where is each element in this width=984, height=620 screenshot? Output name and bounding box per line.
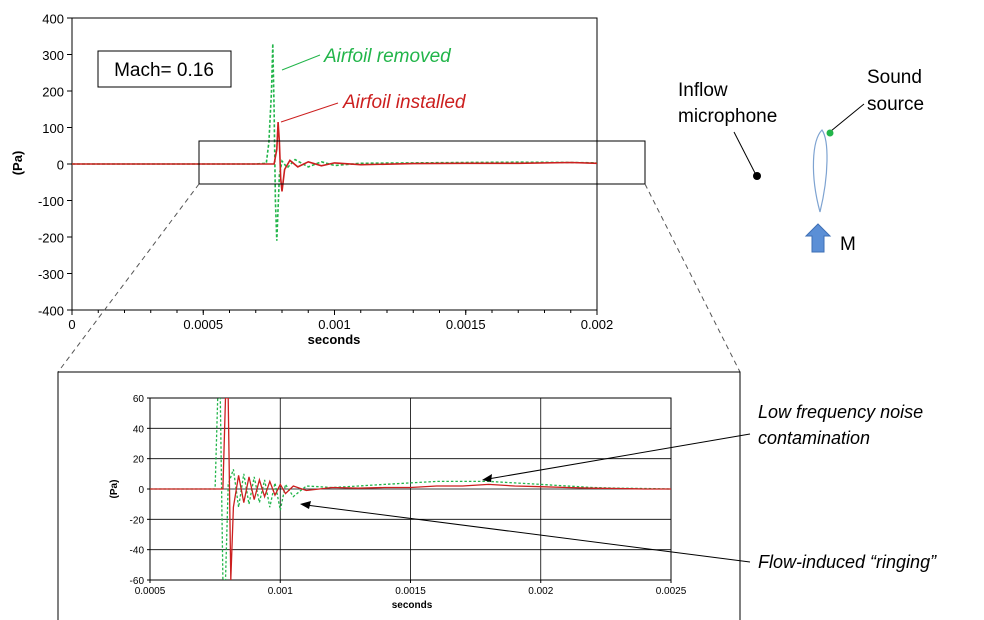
top-y-tick-label: 100 [42,121,64,136]
low-freq-arrow [487,433,751,480]
mach-label: Mach= 0.16 [114,60,214,81]
inflow-mic-label-line1: Inflow [678,80,728,101]
legend-installed-leader [280,102,339,123]
zoom-connector-right [644,183,741,373]
low-freq-label-line1: Low frequency noise [758,402,923,422]
bot-x-tick-label: 0.002 [528,586,553,597]
top-y-tick-label: 0 [57,158,64,173]
bot-x-tick-label: 0.0015 [395,586,426,597]
top-x-tick-label: 0.001 [318,317,351,332]
top-y-axis-label: (Pa) [10,151,25,176]
bot-y-tick-label: -60 [130,576,145,587]
bot-y-tick-label: -20 [130,515,145,526]
legend-removed-leader [281,54,321,71]
bot-x-tick-label: 0.0005 [135,586,166,597]
zoom-connector-left [57,183,200,373]
ringing-label: Flow-induced “ringing” [758,552,937,572]
bottom-x-axis-label: seconds [392,600,433,611]
top-x-tick-label: 0 [68,317,75,332]
top-x-ticks: 0 0.0005 0.001 0.0015 0.002 [68,310,613,332]
ringing-arrow [305,504,751,563]
bot-x-tick-label: 0.0025 [656,586,687,597]
top-x-tick-label: 0.0015 [446,317,486,332]
sound-source-dot [826,129,834,137]
airfoil-shape [812,129,828,213]
bottom-y-axis-label: (Pa) [109,480,120,499]
bot-x-tick-label: 0.001 [268,586,293,597]
low-freq-label-line2: contamination [758,428,870,448]
top-y-tick-label: -200 [38,231,64,246]
bottom-y-ticks: -60 -40 -20 0 20 40 60 [130,394,150,587]
top-y-tick-label: -100 [38,194,64,209]
inflow-mic-label-line2: microphone [678,106,777,127]
low-freq-arrowhead-icon [482,474,492,482]
top-x-axis-label: seconds [308,332,361,347]
top-y-tick-label: -400 [38,304,64,319]
top-series-airfoil-installed-line [72,121,597,192]
legend-removed-label: Airfoil removed [323,46,452,67]
sound-source-leader [830,103,865,132]
top-y-tick-label: 200 [42,85,64,100]
top-chart: -400 -300 -200 -100 0 100 200 300 400 0 0.0005 0.0… [10,12,646,347]
bot-series-airfoil-installed-line [150,398,671,580]
sound-source-label-line1: Sound [867,67,922,88]
zoom-region-box [198,140,646,185]
bottom-grid [150,398,671,580]
top-y-tick-label: -300 [38,267,64,282]
top-y-tick-label: 300 [42,48,64,63]
inflow-microphone-dot [753,172,761,180]
bot-y-tick-label: 40 [133,424,145,435]
bottom-series [150,398,671,580]
mach-box [97,50,232,88]
zoom-panel-frame [57,371,741,620]
flow-arrow-icon [804,223,832,253]
bot-y-tick-label: 0 [138,485,144,496]
bot-y-tick-label: -40 [130,546,145,557]
bottom-x-ticks: 0.0005 0.001 0.0015 0.002 0.0025 [135,580,687,597]
sound-source-label-line2: source [867,94,924,115]
top-x-tick-label: 0.0005 [183,317,223,332]
bot-y-tick-label: 60 [133,394,145,405]
top-y-tick-label: 400 [42,12,64,27]
inflow-mic-leader [733,131,756,174]
bot-y-tick-label: 20 [133,455,145,466]
legend-installed-label: Airfoil installed [342,92,467,113]
top-y-ticks: -400 -300 -200 -100 0 100 200 300 400 [38,12,72,319]
schematic: Inflow microphone Sound source M [678,67,924,255]
top-series [72,43,597,241]
ringing-arrowhead-icon [300,501,311,509]
top-x-tick-label: 0.002 [581,317,614,332]
bot-series-airfoil-removed-line [150,398,671,580]
flow-mach-label: M [840,234,856,255]
